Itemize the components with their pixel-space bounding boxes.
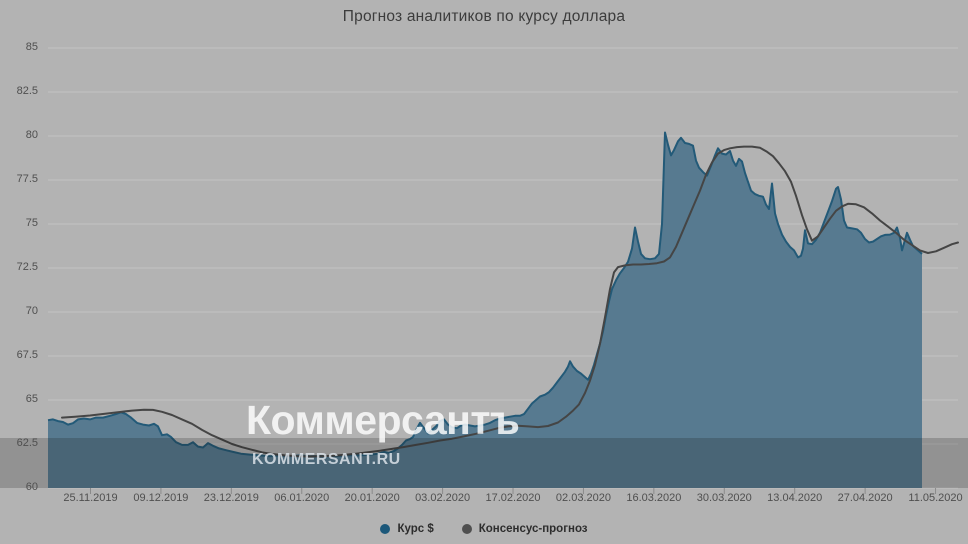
y-axis-label-67.5: 67.5: [16, 349, 38, 361]
consensus-line[interactable]: [61, 145, 959, 458]
x-axis-label-23.12.2019: 23.12.2019: [203, 492, 259, 504]
y-axis-label-65: 65: [25, 393, 38, 405]
x-axis-label-03.02.2020: 03.02.2020: [415, 492, 471, 504]
legend-label-consensus: Консенсус-прогноз: [478, 523, 588, 535]
x-axis-label-30.03.2020: 30.03.2020: [696, 492, 752, 504]
chart-title: Прогноз аналитиков по курсу доллара: [342, 8, 626, 25]
kurs-series-dot-icon: [380, 524, 391, 534]
x-axis-label-17.02.2020: 17.02.2020: [485, 492, 541, 504]
x-axis-label-11.05.2020: 11.05.2020: [908, 492, 963, 504]
kommersant-logo-watermark: Коммерсантъ: [246, 397, 520, 443]
legend-label-kurs: Курс $: [397, 523, 434, 535]
kurs-line[interactable]: [47, 131, 923, 458]
y-axis-label-70: 70: [25, 305, 38, 317]
y-axis-label-82.5: 82.5: [16, 85, 38, 97]
chart-legend: Курс $ Консенсус-прогноз: [0, 523, 968, 535]
kurs-area-fill[interactable]: [48, 132, 922, 489]
x-axis-label-13.04.2020: 13.04.2020: [767, 492, 823, 504]
y-axis-label-60: 60: [25, 481, 38, 493]
y-axis-label-85: 85: [25, 41, 38, 53]
legend-item-consensus[interactable]: Консенсус-прогноз: [461, 523, 588, 535]
x-axis-label-25.11.2019: 25.11.2019: [63, 492, 118, 504]
y-axis-label-72.5: 72.5: [16, 261, 38, 273]
y-axis-label-62.5: 62.5: [16, 437, 38, 449]
x-axis-label-02.03.2020: 02.03.2020: [555, 492, 611, 504]
x-axis-label-06.01.2020: 06.01.2020: [274, 492, 330, 504]
x-axis-label-20.01.2020: 20.01.2020: [344, 492, 400, 504]
kommersant-site-watermark: KOMMERSANT.RU: [252, 451, 401, 468]
consensus-series-dot-icon: [461, 524, 472, 534]
watermark-band: [0, 438, 968, 488]
y-axis-label-77.5: 77.5: [16, 173, 38, 185]
x-axis-label-16.03.2020: 16.03.2020: [626, 492, 682, 504]
x-axis-label-27.04.2020: 27.04.2020: [837, 492, 893, 504]
y-axis-label-80: 80: [25, 129, 38, 141]
x-axis-label-09.12.2019: 09.12.2019: [133, 492, 189, 504]
y-axis-label-75: 75: [25, 217, 38, 229]
legend-item-kurs[interactable]: Курс $: [380, 523, 434, 535]
